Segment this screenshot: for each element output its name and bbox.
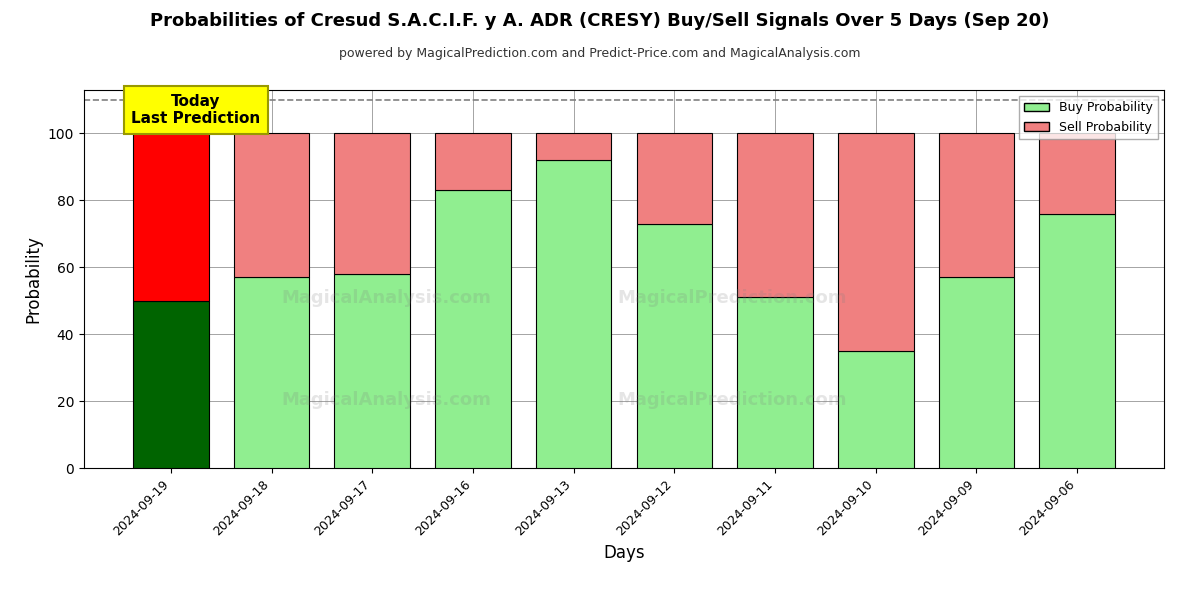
Text: MagicalAnalysis.com: MagicalAnalysis.com (282, 289, 491, 307)
Bar (436, 133, 511, 190)
Bar (636, 133, 712, 224)
Text: Probabilities of Cresud S.A.C.I.F. y A. ADR (CRESY) Buy/Sell Signals Over 5 Days: Probabilities of Cresud S.A.C.I.F. y A. … (150, 12, 1050, 30)
Bar (133, 133, 209, 301)
Bar (234, 277, 310, 468)
Bar (838, 351, 913, 468)
Bar (1039, 133, 1115, 214)
Text: Today
Last Prediction: Today Last Prediction (132, 94, 260, 126)
Bar (335, 133, 410, 274)
X-axis label: Days: Days (604, 544, 644, 562)
Bar (938, 277, 1014, 468)
Bar (737, 133, 812, 298)
Bar (133, 301, 209, 468)
Bar (234, 133, 310, 277)
Bar (335, 274, 410, 468)
Text: powered by MagicalPrediction.com and Predict-Price.com and MagicalAnalysis.com: powered by MagicalPrediction.com and Pre… (340, 47, 860, 61)
Bar (838, 133, 913, 351)
Bar (737, 298, 812, 468)
Text: MagicalAnalysis.com: MagicalAnalysis.com (282, 391, 491, 409)
Text: MagicalPrediction.com: MagicalPrediction.com (617, 289, 847, 307)
Bar (636, 224, 712, 468)
Legend: Buy Probability, Sell Probability: Buy Probability, Sell Probability (1019, 96, 1158, 139)
Bar (536, 160, 612, 468)
Bar (938, 133, 1014, 277)
Y-axis label: Probability: Probability (24, 235, 42, 323)
Bar (536, 133, 612, 160)
Bar (436, 190, 511, 468)
Bar (1039, 214, 1115, 468)
Text: MagicalPrediction.com: MagicalPrediction.com (617, 391, 847, 409)
